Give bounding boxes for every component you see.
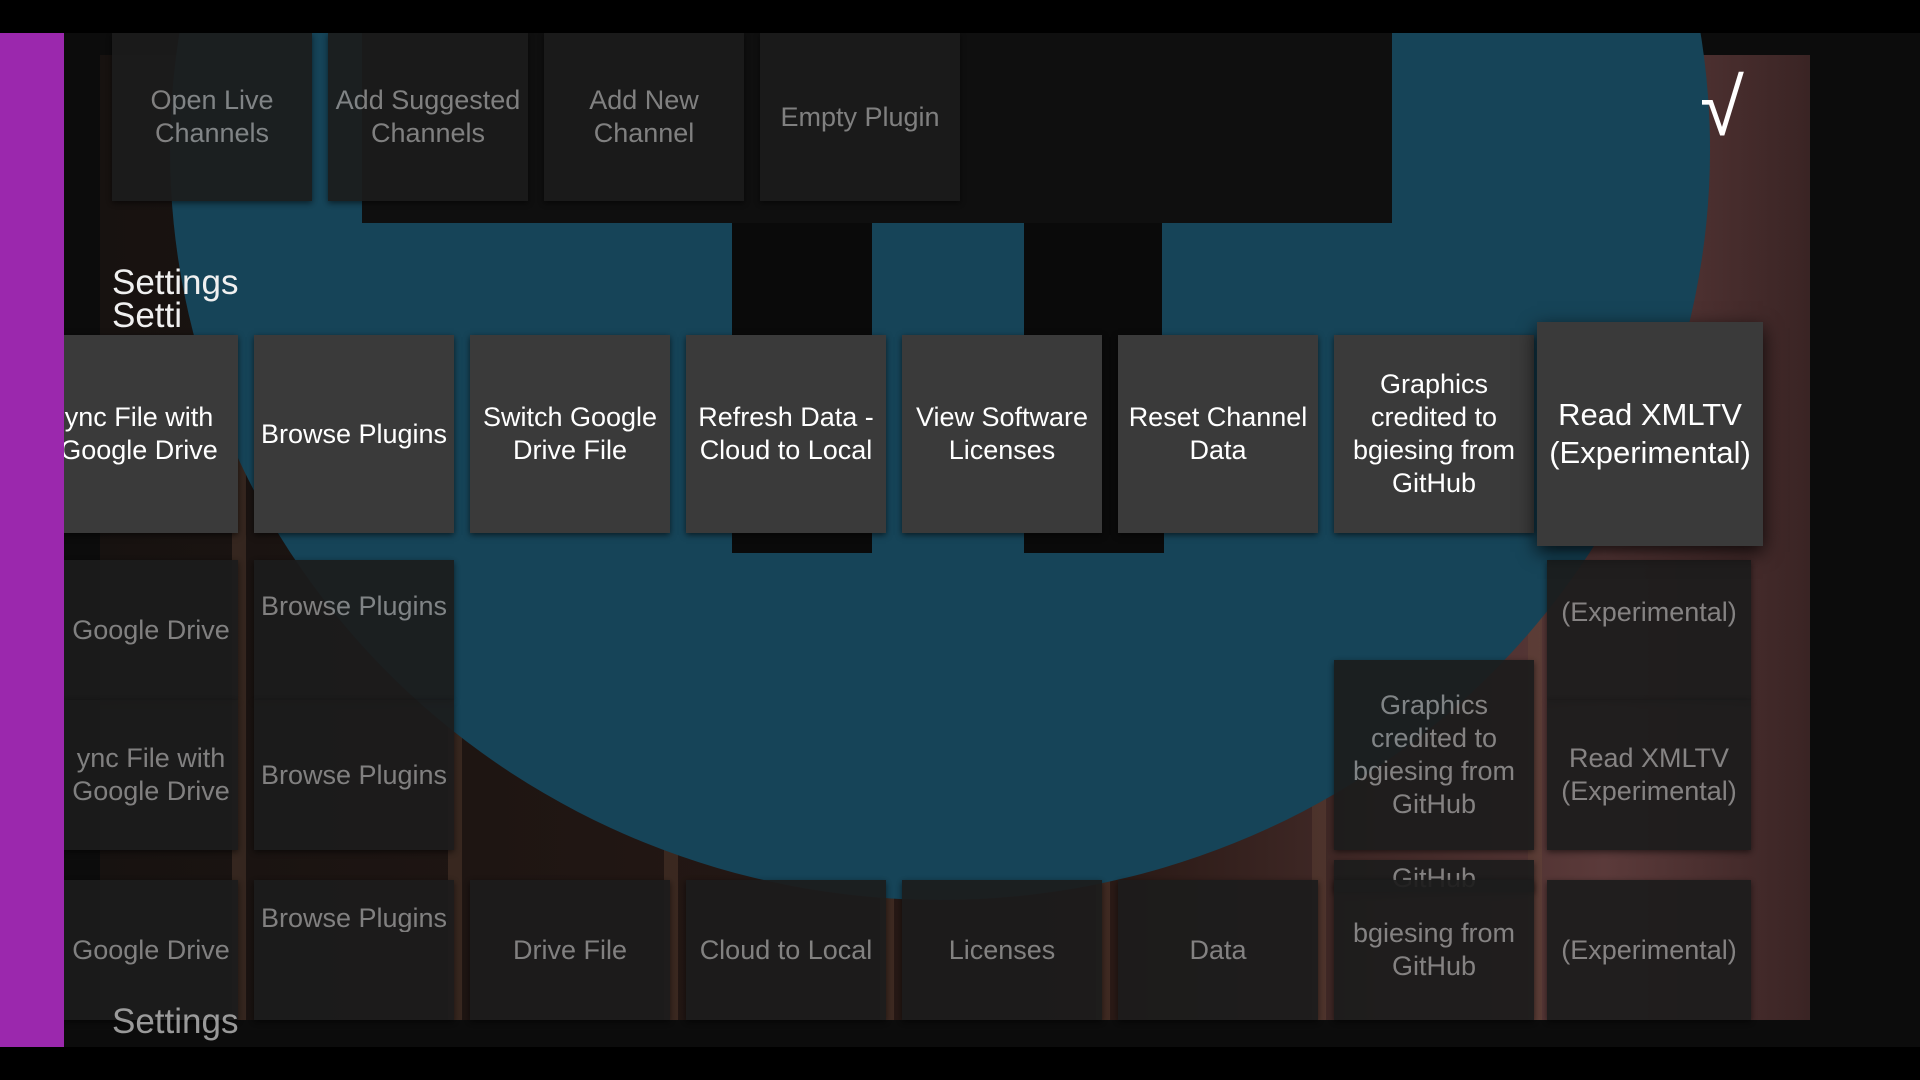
ghost-row-title: Settings — [112, 1002, 239, 1041]
refresh-data-card[interactable]: Refresh Data - Cloud to Local — [686, 335, 886, 533]
ghost-tile-google-drive-3: Google Drive — [64, 880, 238, 1020]
read-xmltv-card[interactable]: Read XMLTV (Experimental) — [1537, 322, 1763, 546]
ghost-tile-data: Data — [1118, 880, 1318, 1020]
ghost-tile-browse-2: Browse Plugins — [254, 700, 454, 850]
add-new-channel-card[interactable]: Add New Channel — [544, 33, 744, 201]
reset-channel-data-card[interactable]: Reset Channel Data — [1118, 335, 1318, 533]
ghost-tile-bgiesing: bgiesing from GitHub — [1334, 880, 1534, 1020]
graphics-credits-card[interactable]: Graphics credited to bgiesing from GitHu… — [1334, 335, 1534, 533]
check-icon: √ — [1700, 63, 1744, 152]
ghost-tile-experimental-3: (Experimental) — [1547, 880, 1751, 1020]
ghost-tile-graphics: Graphics credited to bgiesing from GitHu… — [1334, 660, 1534, 850]
ghost-tile-browse-3: Browse Plugins — [254, 880, 454, 1020]
settings-row-title-echo: Setti — [112, 296, 183, 335]
ghost-tile-experimental: (Experimental) — [1547, 560, 1751, 700]
ghost-tile-xmltv: Read XMLTV (Experimental) — [1547, 700, 1751, 850]
ghost-tile-browse: Browse Plugins — [254, 560, 454, 700]
ghost-tile-cloud: Cloud to Local — [686, 880, 886, 1020]
open-live-channels-card[interactable]: Open Live Channels — [112, 33, 312, 201]
ghost-tile-google-drive: Google Drive — [64, 560, 238, 700]
empty-plugin-card[interactable]: Empty Plugin — [760, 33, 960, 201]
ghost-tile-sync: ync File with Google Drive — [64, 700, 238, 850]
add-suggested-channels-card[interactable]: Add Suggested Channels — [328, 33, 528, 201]
switch-google-drive-file-card[interactable]: Switch Google Drive File — [470, 335, 670, 533]
sync-google-drive-card[interactable]: ync File with Google Drive — [40, 335, 238, 533]
letterbox-top — [0, 0, 1920, 33]
view-software-licenses-card[interactable]: View Software Licenses — [902, 335, 1102, 533]
browse-plugins-card[interactable]: Browse Plugins — [254, 335, 454, 533]
ghost-tile-licenses: Licenses — [902, 880, 1102, 1020]
ghost-tile-drive-file: Drive File — [470, 880, 670, 1020]
navigation-strip[interactable] — [0, 33, 64, 1047]
settings-row-title: Settings — [112, 263, 239, 302]
letterbox-bottom — [0, 1047, 1920, 1080]
